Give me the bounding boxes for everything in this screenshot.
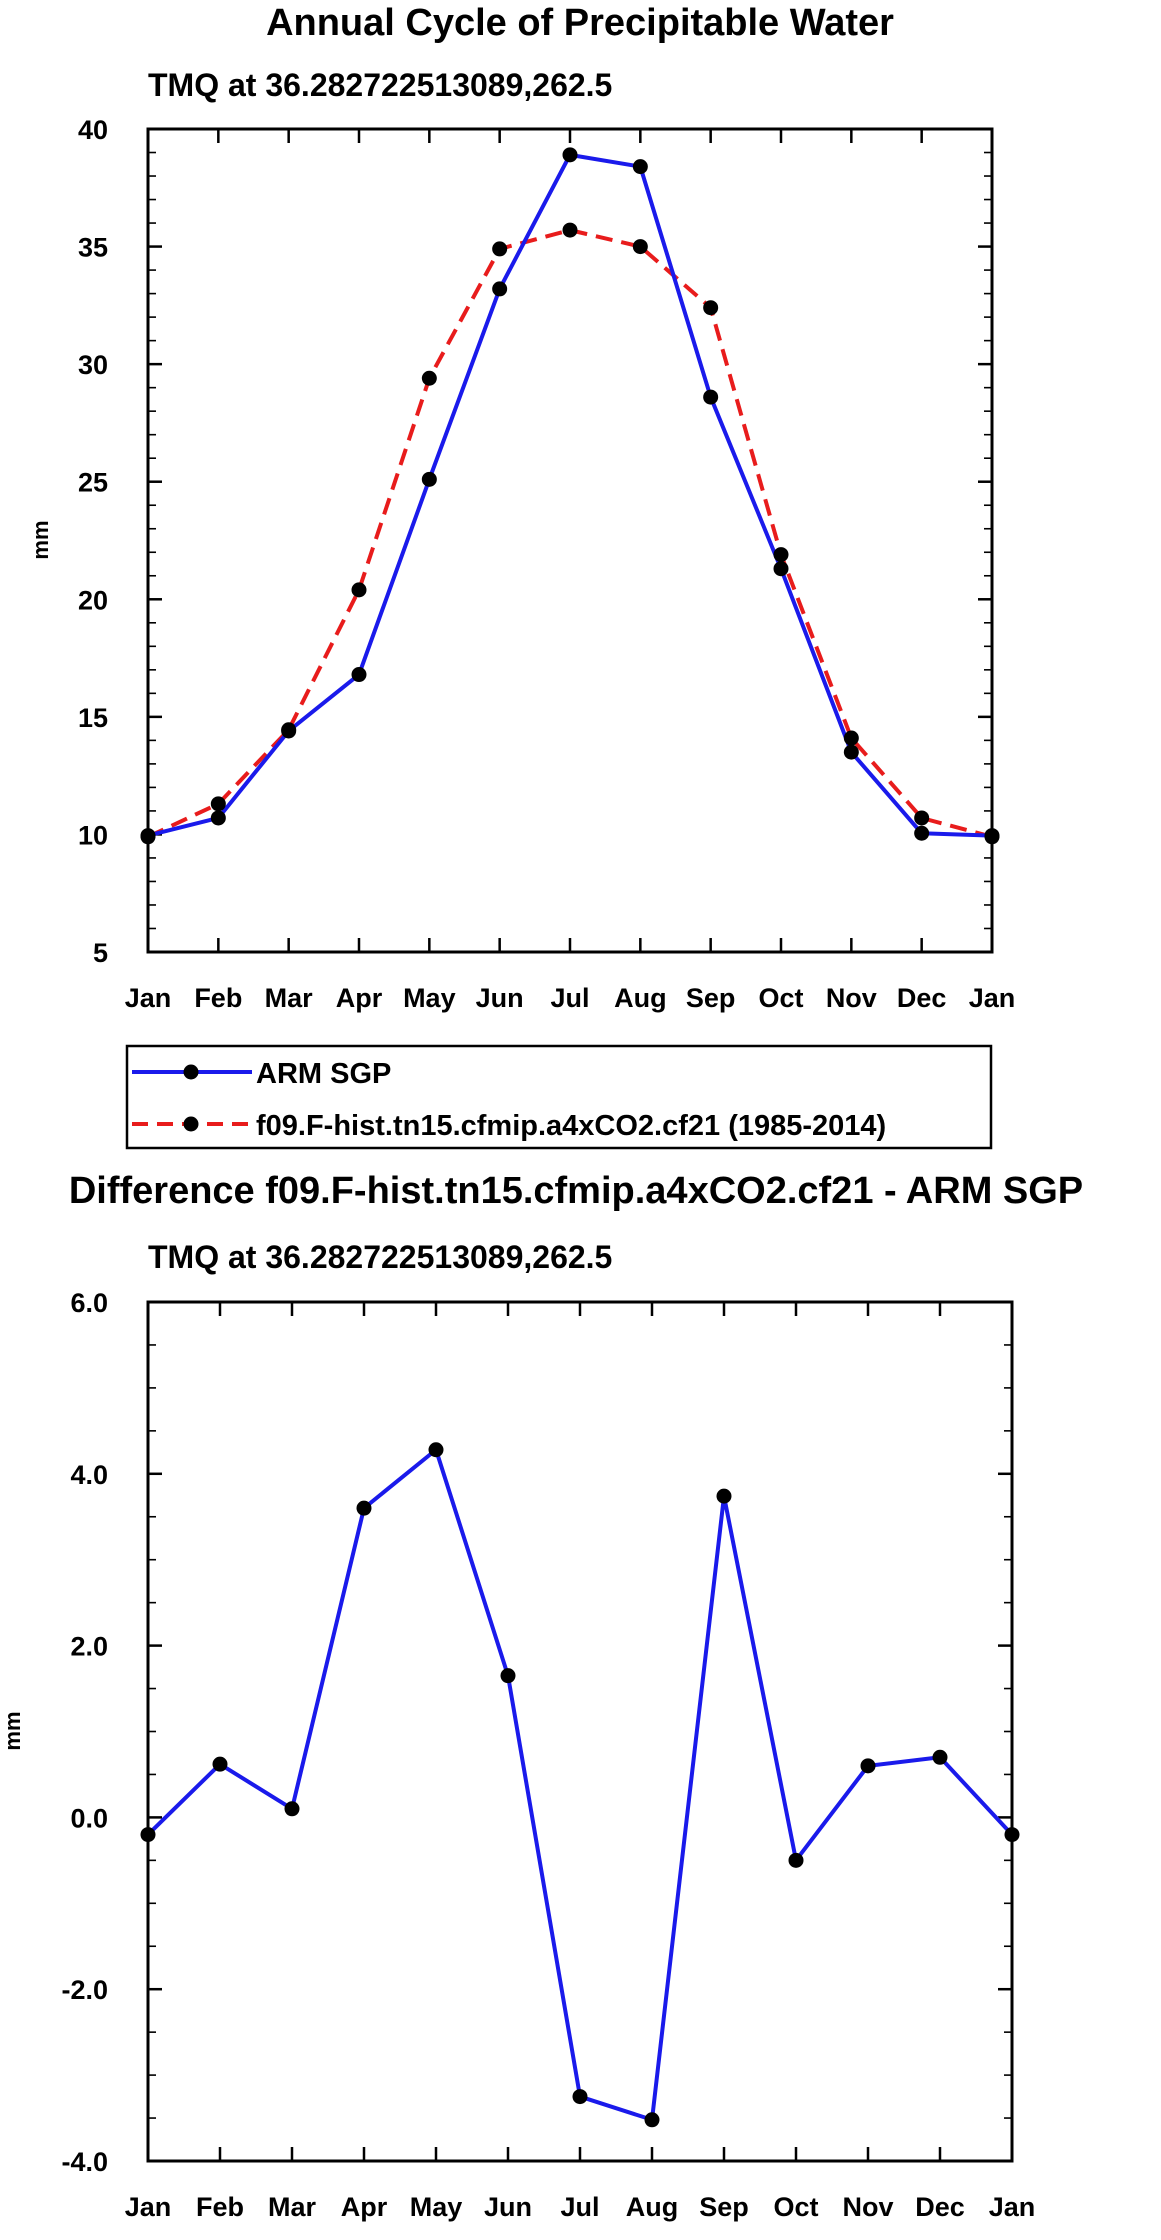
chart1-data-point [843, 730, 859, 746]
chart1-data-point [703, 300, 719, 316]
chart2-ytick-label: -2.0 [61, 1975, 108, 2005]
chart2-xtick-label: Jul [560, 2192, 599, 2222]
chart2-plot-frame [146, 1300, 1014, 2163]
chart2-xtick-label: Aug [626, 2192, 678, 2222]
chart1-ytick-label: 5 [93, 938, 108, 968]
chart1-xtick-label: Apr [336, 983, 383, 1013]
chart2-data-point [644, 2112, 660, 2128]
chart2-xtick-label: Feb [196, 2192, 244, 2222]
chart1-data-point [632, 239, 648, 255]
chart2-xtick-label: Oct [773, 2192, 818, 2222]
chart1-ytick-label: 20 [78, 585, 108, 615]
chart1-data-point [492, 281, 508, 297]
chart1-data-point [351, 582, 367, 598]
chart2-data-point [212, 1756, 228, 1772]
chart2-ytick-label: 6.0 [70, 1288, 108, 1318]
chart1-xtick-label: Oct [758, 983, 803, 1013]
difference-chart: Difference f09.F-hist.tn15.cfmip.a4xCO2.… [0, 1170, 1083, 2222]
chart1-xtick-label: May [403, 983, 456, 1013]
chart2-xtick-label: Nov [842, 2192, 893, 2222]
chart1-data-point [703, 389, 719, 405]
chart2-xtick-label: Jan [989, 2192, 1036, 2222]
chart2-xtick-label: Jan [125, 2192, 172, 2222]
chart1-xtick-label: Jun [476, 983, 524, 1013]
annual-cycle-chart: Annual Cycle of Precipitable Water TMQ a… [28, 2, 1016, 1150]
chart2-subtitle: TMQ at 36.282722513089,262.5 [148, 1239, 612, 1275]
chart2-data-point [932, 1749, 948, 1765]
chart1-xtick-label: Feb [194, 983, 242, 1013]
chart1-data-point [210, 810, 226, 826]
chart1-xtick-label: Jan [125, 983, 172, 1013]
legend-model-label: f09.F-hist.tn15.cfmip.a4xCO2.cf21 (1985-… [256, 1110, 886, 1142]
chart2-ytick-label: 2.0 [70, 1632, 108, 1662]
chart2-data-point [284, 1801, 300, 1817]
chart2-data-point [356, 1500, 372, 1516]
chart2-ytick-label: -4.0 [61, 2147, 108, 2177]
chart1-xtick-label: Jul [550, 983, 589, 1013]
chart2-ytick-label: 0.0 [70, 1803, 108, 1833]
chart1-data-point [632, 159, 648, 175]
chart2-data-point [716, 1488, 732, 1504]
chart1-legend: ARM SGP f09.F-hist.tn15.cfmip.a4xCO2.cf2… [125, 1044, 993, 1150]
chart1-ytick-label: 15 [78, 703, 108, 733]
chart1-ytick-label: 25 [78, 468, 108, 498]
chart1-data-point [492, 241, 508, 257]
chart2-ytick-label: 4.0 [70, 1460, 108, 1490]
chart1-data-point [421, 370, 437, 386]
chart2-title: Difference f09.F-hist.tn15.cfmip.a4xCO2.… [69, 1170, 1083, 1212]
chart1-xtick-label: Sep [686, 983, 736, 1013]
chart2-data-point [500, 1668, 516, 1684]
chart1-data-point [773, 561, 789, 577]
chart1-data-point [843, 744, 859, 760]
chart1-xtick-label: Jan [969, 983, 1016, 1013]
chart1-subtitle: TMQ at 36.282722513089,262.5 [148, 67, 612, 103]
chart2-xtick-label: Mar [268, 2192, 317, 2222]
chart1-data-point [914, 825, 930, 841]
chart1-data-point [773, 547, 789, 563]
legend-arm-label: ARM SGP [256, 1058, 391, 1090]
chart2-xtick-label: Sep [699, 2192, 749, 2222]
chart2-data-point [572, 2089, 588, 2105]
chart2-xtick-label: Jun [484, 2192, 532, 2222]
chart1-data-point [351, 667, 367, 683]
chart2-xtick-label: Dec [915, 2192, 965, 2222]
chart1-ylabel: mm [28, 520, 53, 559]
chart1-data-point [421, 471, 437, 487]
chart1-data-point [210, 796, 226, 812]
chart1-plot-frame [146, 127, 994, 954]
chart2-series-line [146, 1447, 1014, 2122]
legend-arm-marker [183, 1064, 199, 1080]
chart1-title: Annual Cycle of Precipitable Water [266, 2, 894, 44]
chart1-ytick-label: 30 [78, 350, 108, 380]
chart1-data-point [914, 810, 930, 826]
chart1-ytick-label: 35 [78, 233, 108, 263]
chart2-ylabel: mm [0, 1711, 25, 1750]
chart1-data-point [562, 222, 578, 238]
chart2-xtick-label: May [410, 2192, 463, 2222]
chart1-xtick-label: Aug [614, 983, 666, 1013]
chart1-ytick-label: 10 [78, 820, 108, 850]
chart2-xtick-label: Apr [341, 2192, 388, 2222]
legend-model-marker [183, 1116, 199, 1132]
chart2-data-point [428, 1442, 444, 1458]
chart2-data-point [860, 1758, 876, 1774]
chart1-xtick-label: Dec [897, 983, 947, 1013]
chart1-xtick-label: Mar [265, 983, 314, 1013]
chart2-data-point [788, 1852, 804, 1868]
chart1-ytick-label: 40 [78, 115, 108, 145]
chart1-series-line [147, 152, 993, 838]
chart1-data-point [562, 147, 578, 163]
chart1-data-point [281, 723, 297, 739]
chart1-xtick-label: Nov [826, 983, 877, 1013]
